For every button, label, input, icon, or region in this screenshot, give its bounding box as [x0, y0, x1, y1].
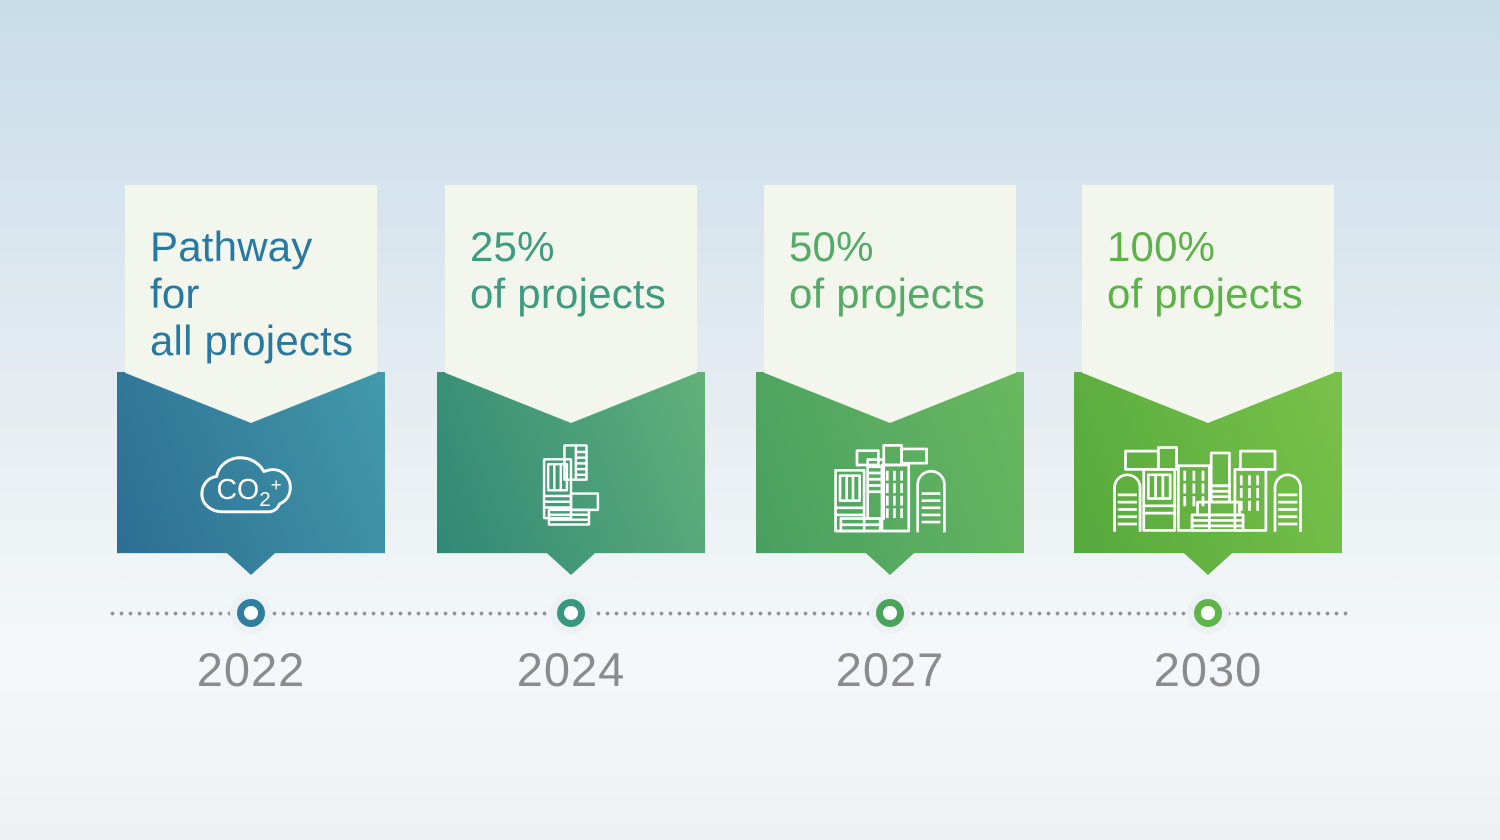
city-skyline-icon [1113, 446, 1302, 532]
title-line: of projects [789, 270, 985, 317]
timeline-node [1194, 599, 1222, 627]
co2-plus-label: CO2+ [216, 474, 281, 511]
title-line: 25% [470, 223, 555, 270]
milestone-2027: 50% of projects 2027 [756, 185, 1024, 745]
office-building-icon [542, 444, 600, 526]
milestone-card: 50% of projects [764, 185, 1016, 423]
milestone-title: 50% of projects [764, 185, 1016, 317]
timeline-year-label: 2027 [835, 643, 945, 696]
timeline-node [557, 599, 585, 627]
milestone-2030: 100% of projects 2030 [1074, 185, 1342, 745]
milestone-card: 25% of projects [445, 185, 697, 423]
timeline-year-label: 2030 [1153, 643, 1263, 696]
timeline-year-label: 2024 [516, 643, 626, 696]
title-line: 100% [1107, 223, 1216, 270]
milestone-card: Pathway for all projects [125, 185, 377, 423]
milestone-panel [756, 372, 1024, 575]
city-buildings-icon [834, 444, 946, 533]
title-line: all projects [150, 317, 354, 364]
title-line: 50% [789, 223, 874, 270]
milestone-title: 100% of projects [1082, 185, 1334, 317]
timeline-node [237, 599, 265, 627]
timeline-node [876, 599, 904, 627]
title-line: of projects [1107, 270, 1303, 317]
timeline-dotted-line [108, 611, 1348, 616]
title-line: Pathway for [150, 223, 313, 317]
milestone-2024: 25% of projects 2024 [437, 185, 705, 745]
milestone-title: Pathway for all projects [125, 185, 377, 364]
co2-plus-cloud-icon: CO2+ [200, 456, 292, 514]
milestone-2022: CO2+ Pathway for all projects 2022 [117, 185, 385, 745]
title-line: of projects [470, 270, 666, 317]
milestone-title: 25% of projects [445, 185, 697, 317]
timeline-year-label: 2022 [196, 643, 306, 696]
milestone-card: 100% of projects [1082, 185, 1334, 423]
